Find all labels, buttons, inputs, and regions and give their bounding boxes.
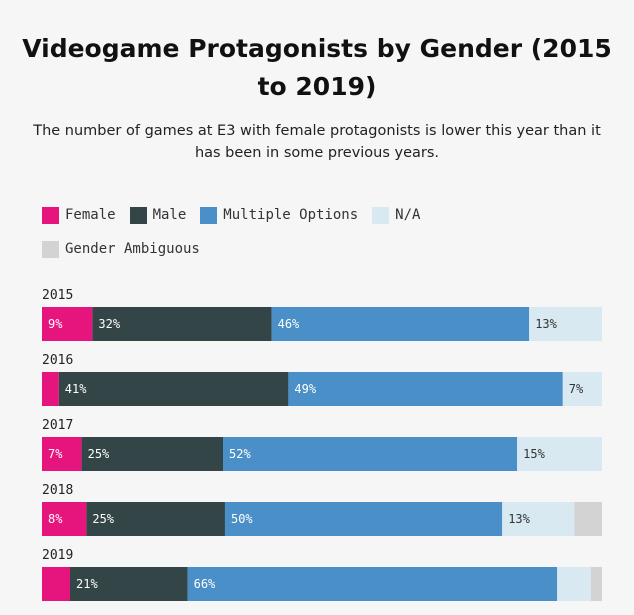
bar-label-multiple-options-2016: 49% xyxy=(294,382,316,396)
bar-n-a-2015 xyxy=(529,307,602,341)
bar-label-multiple-options-2017: 52% xyxy=(229,447,251,461)
bar-female-2017 xyxy=(42,437,82,471)
legend-swatch-multiple-options xyxy=(200,206,218,224)
bar-label-multiple-options-2018: 50% xyxy=(231,512,253,526)
legend-label-multiple-options: Multiple Options xyxy=(223,207,359,223)
year-label-2018: 2018 xyxy=(42,483,73,498)
legend-swatch-male xyxy=(129,206,147,224)
bar-female-2015 xyxy=(42,307,93,341)
bar-gender-ambiguous-2018 xyxy=(574,502,602,536)
bar-n-a-2017 xyxy=(517,437,602,471)
bar-female-2019 xyxy=(42,567,70,601)
legend-swatch-female xyxy=(42,206,59,224)
legend: Female Male Multiple Options N/A Gender … xyxy=(42,206,602,258)
bar-multiple-options-2017 xyxy=(223,437,518,471)
legend-label-female: Female xyxy=(65,207,116,223)
bar-label-male-2016: 41% xyxy=(65,382,87,396)
bar-label-n-a-2017: 15% xyxy=(523,447,545,461)
bar-n-a-2019 xyxy=(557,567,591,601)
year-label-2016: 2016 xyxy=(42,353,73,368)
bar-label-multiple-options-2015: 46% xyxy=(278,317,300,331)
legend-item-na: N/A xyxy=(372,206,420,224)
bar-label-n-a-2015: 13% xyxy=(535,317,557,331)
bar-female-2016 xyxy=(42,372,59,406)
bar-male-2017 xyxy=(81,437,224,471)
bar-label-male-2015: 32% xyxy=(98,317,120,331)
legend-swatch-gender-ambiguous xyxy=(42,240,59,258)
legend-item-multiple-options: Multiple Options xyxy=(200,206,358,224)
legend-item-female: Female xyxy=(42,206,116,224)
chart-subtitle: The number of games at E3 with female pr… xyxy=(33,123,601,161)
bar-label-male-2018: 25% xyxy=(92,512,114,526)
bar-label-female-2017: 7% xyxy=(48,447,63,461)
bar-multiple-options-2016 xyxy=(288,372,563,406)
bar-female-2018 xyxy=(42,502,87,536)
legend-label-na: N/A xyxy=(395,207,421,223)
bar-male-2015 xyxy=(92,307,272,341)
year-label-2017: 2017 xyxy=(42,418,73,433)
bar-multiple-options-2019 xyxy=(187,567,558,601)
bar-multiple-options-2015 xyxy=(271,307,530,341)
bar-label-female-2018: 8% xyxy=(48,512,63,526)
bar-gender-ambiguous-2019 xyxy=(590,567,602,601)
year-label-2015: 2015 xyxy=(42,288,73,303)
legend-item-gender-ambiguous: Gender Ambiguous xyxy=(42,240,200,258)
bar-male-2019 xyxy=(70,567,188,601)
chart-title: Videogame Protagonists by Gender (2015 t… xyxy=(22,34,612,101)
bar-multiple-options-2018 xyxy=(224,502,503,536)
legend-item-male: Male xyxy=(129,206,187,224)
legend-label-male: Male xyxy=(152,207,187,223)
bar-label-female-2015: 9% xyxy=(48,317,63,331)
bar-label-male-2019: 21% xyxy=(76,577,98,591)
legend-swatch-na xyxy=(372,206,390,224)
bar-label-n-a-2018: 13% xyxy=(508,512,530,526)
year-label-2019: 2019 xyxy=(42,548,73,563)
legend-label-gender-ambiguous: Gender Ambiguous xyxy=(65,241,200,257)
bar-label-n-a-2016: 7% xyxy=(569,382,584,396)
bar-n-a-2016 xyxy=(562,372,602,406)
bar-male-2016 xyxy=(58,372,289,406)
bar-n-a-2018 xyxy=(502,502,575,536)
bar-label-male-2017: 25% xyxy=(88,447,110,461)
bar-male-2018 xyxy=(86,502,225,536)
bar-label-multiple-options-2019: 66% xyxy=(194,577,216,591)
